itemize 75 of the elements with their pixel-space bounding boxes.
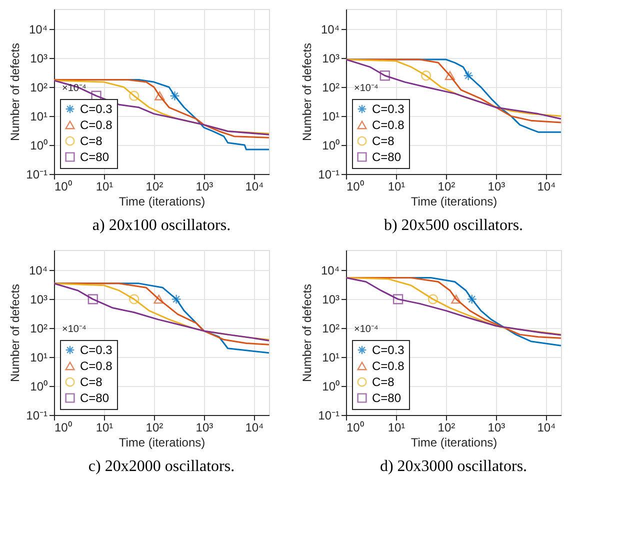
x-axis-title: Time (iterations) [118,436,206,450]
legend-label: C=0.8 [372,118,405,132]
x-tick-label: 10² [146,180,164,194]
y-axis-title: Number of defects [300,284,314,382]
y-tick-label: 10⁴ [28,264,48,278]
x-tick-label: 10² [438,180,456,194]
text: c) 20x2000 oscillators. [88,458,235,475]
legend-label: C=0.3 [372,102,405,116]
x-tick-label: 10³ [196,420,214,434]
y-axis-title: Number of defects [8,42,22,142]
y-tick-label: 10³ [30,292,48,307]
legend-label: C=8 [372,134,395,148]
y-tick-label: 10⁴ [320,264,340,278]
legend-label: C=80 [80,150,110,164]
x-tick-label: 10¹ [96,420,114,434]
y-tick-label: 10⁻¹ [26,408,48,422]
legend-label: C=8 [372,375,395,389]
x-axis-title: Time (iterations) [410,194,498,208]
text: d) 20x3000 oscillators. [380,458,528,475]
legend-label: C=0.3 [80,343,113,357]
annotation: ×10⁻⁴ [354,83,378,94]
x-tick-label: 10⁴ [537,180,556,194]
y-axis-title: Number of defects [8,284,22,382]
x-tick-label: 10³ [488,180,506,194]
x-tick-label: 10⁴ [537,420,556,434]
y-tick-label: 10⁻¹ [318,408,340,422]
y-tick-label: 10¹ [30,110,48,124]
x-tick-label: 10² [146,420,164,434]
y-tick-label: 10⁰ [30,380,48,394]
y-tick-label: 10⁰ [30,138,48,153]
legend-label: C=0.8 [80,359,113,373]
x-tick-label: 10⁴ [245,180,264,194]
x-tick-label: 10¹ [388,180,406,194]
x-tick-label: 10³ [196,180,214,194]
x-tick-label: 10⁰ [54,180,72,194]
y-tick-label: 10³ [30,52,48,66]
y-tick-label: 10³ [322,52,340,66]
x-tick-label: 10⁴ [245,420,264,434]
legend-label: C=80 [372,150,402,164]
text: a) 20x100 oscillators. [92,217,231,234]
legend-label: C=0.3 [372,343,405,357]
x-tick-label: 10⁰ [54,420,72,434]
text: b) 20x500 oscillators. [384,217,524,234]
legend-label: C=0.3 [80,102,113,116]
y-axis-title: Number of defects [300,42,314,142]
y-tick-label: 10⁻¹ [26,168,48,182]
y-tick-label: 10¹ [322,110,340,124]
y-tick-label: 10⁰ [322,138,340,153]
legend-label: C=80 [80,391,110,405]
legend-label: C=8 [80,134,103,148]
y-tick-label: 10⁴ [320,22,340,37]
y-tick-label: 10⁰ [322,380,340,394]
x-axis-title: Time (iterations) [118,194,206,208]
annotation: ×10⁻⁴ [62,324,86,335]
y-tick-label: 10⁴ [28,22,48,37]
legend-label: C=80 [372,391,402,405]
y-tick-label: 10² [30,322,48,336]
y-tick-label: 10⁻¹ [318,168,340,182]
annotation: ×10⁻⁴ [354,324,378,335]
legend-label: C=0.8 [80,118,113,132]
x-tick-label: 10¹ [96,180,114,194]
x-tick-label: 10² [438,420,456,434]
y-tick-label: 10² [322,322,340,336]
x-tick-label: 10³ [488,420,506,434]
y-tick-label: 10¹ [322,350,340,365]
legend-label: C=0.8 [372,359,405,373]
x-tick-label: 10¹ [388,420,406,434]
y-tick-label: 10² [322,80,340,95]
y-tick-label: 10² [30,80,48,95]
x-tick-label: 10⁰ [346,180,364,194]
x-tick-label: 10⁰ [346,420,364,434]
legend-label: C=8 [80,375,103,389]
y-tick-label: 10³ [322,292,340,307]
y-tick-label: 10¹ [30,350,48,365]
x-axis-title: Time (iterations) [410,436,498,450]
